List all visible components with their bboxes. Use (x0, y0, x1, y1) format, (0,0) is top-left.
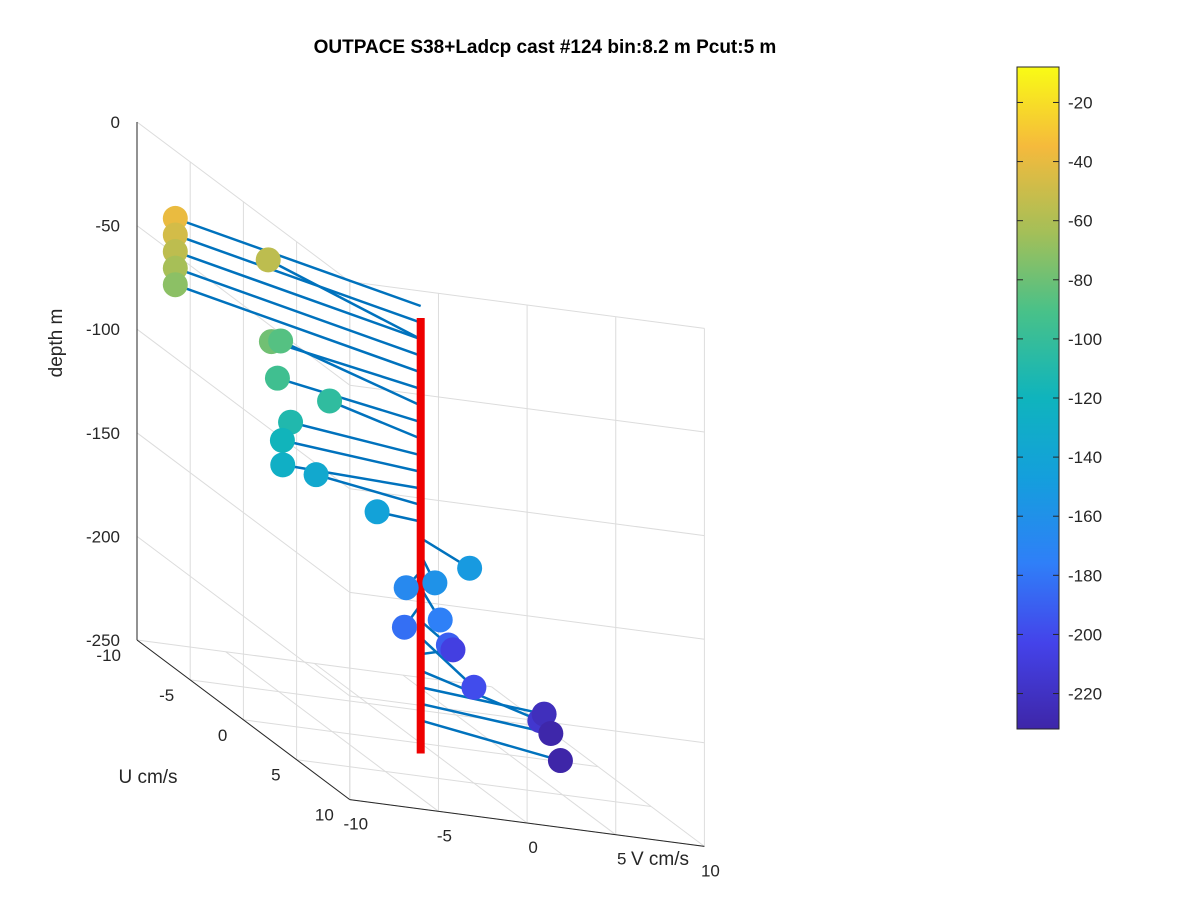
data-point (264, 365, 290, 391)
velocity-line (290, 421, 422, 457)
v-tick-label: 0 (528, 838, 537, 857)
velocity-line (267, 258, 422, 341)
velocity-line (174, 266, 422, 357)
colorbar-tick-label: -120 (1068, 389, 1102, 408)
grid-line (349, 591, 705, 640)
velocity-line (174, 283, 422, 374)
grid-line (136, 639, 492, 688)
data-point (427, 607, 453, 633)
u-tick-label: -10 (96, 646, 121, 665)
v-tick-label: -5 (437, 826, 452, 845)
colorbar-tick-label: -160 (1068, 507, 1102, 526)
u-axis-line (136, 639, 351, 800)
velocity-line (174, 217, 422, 308)
velocity-line (329, 399, 422, 440)
grid-line (349, 384, 705, 433)
velocity-line (420, 702, 552, 735)
velocity-line (420, 686, 545, 716)
u-tick-label: 10 (315, 806, 334, 825)
colorbar-ticks: -20 -40 -60 -80 -100 -120 -140 -160 -180 -200 -220 (1017, 93, 1102, 704)
colorbar-tick-label: -220 (1068, 685, 1102, 704)
chart-title: OUTPACE S38+Ladcp cast #124 bin:8.2 m Pc… (314, 37, 777, 58)
data-point (538, 721, 564, 747)
velocity-line (174, 250, 422, 341)
data-point (255, 247, 281, 273)
data-point (268, 328, 294, 354)
colorbar-tick-label: -20 (1068, 93, 1093, 112)
velocity-line (282, 439, 421, 473)
velocity-line (420, 719, 561, 762)
z-tick-label: -200 (86, 527, 120, 546)
colorbar (1016, 66, 1060, 730)
grid-line (349, 281, 705, 329)
grid-line (349, 488, 705, 537)
data-point (303, 462, 329, 488)
grid-line (349, 695, 705, 744)
colorbar-gradient (1016, 66, 1060, 730)
colorbar-tick-label: -100 (1068, 330, 1102, 349)
data-point (364, 499, 390, 525)
grid-line (136, 432, 351, 593)
colorbar-tick-label: -200 (1068, 625, 1102, 644)
colorbar-tick-label: -80 (1068, 271, 1093, 290)
data-point (422, 570, 448, 596)
grid-line (136, 121, 351, 283)
v-axis-line (349, 799, 705, 847)
v-tick-label: 5 (617, 850, 626, 869)
u-tick-label: -5 (159, 686, 174, 705)
grid-line (296, 759, 652, 807)
velocity-line (277, 376, 422, 424)
data-point (317, 388, 343, 414)
u-tick-label: 5 (271, 766, 280, 785)
data-point (440, 637, 466, 663)
grid-line (136, 328, 351, 490)
data-point (461, 674, 487, 700)
velocity-line (174, 233, 422, 324)
data-point (269, 427, 295, 453)
x-axis-label: V cm/s (631, 849, 689, 870)
data-points (162, 205, 573, 774)
data-point (547, 748, 573, 774)
velocity-lines (174, 217, 561, 762)
colorbar-tick-label: -60 (1068, 212, 1093, 231)
z-tick-label: -150 (86, 424, 120, 443)
data-point (391, 614, 417, 640)
data-point (531, 701, 557, 727)
data-point (393, 575, 419, 601)
colorbar-tick-label: -180 (1068, 566, 1102, 585)
velocity-line (280, 339, 422, 407)
z-tick-label: -50 (95, 217, 120, 236)
u-tick-label: 0 (218, 726, 227, 745)
data-point (457, 555, 483, 581)
colorbar-tick-label: -40 (1068, 153, 1093, 172)
velocity-line (315, 473, 422, 507)
colorbar-tick-label: -140 (1068, 448, 1102, 467)
data-point (162, 272, 188, 298)
y-axis-label: U cm/s (118, 767, 177, 788)
z-tick-label: -250 (86, 631, 120, 650)
z-axis-label: depth m (46, 309, 67, 378)
data-point (270, 452, 296, 478)
z-tick-label: 0 (111, 113, 120, 132)
v-tick-label: 10 (701, 861, 720, 880)
z-tick-label: -100 (86, 320, 120, 339)
v-tick-label: -10 (344, 815, 369, 834)
grid-line (136, 536, 351, 697)
